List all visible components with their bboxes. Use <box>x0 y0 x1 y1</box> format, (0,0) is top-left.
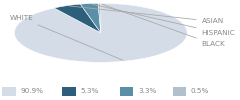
Text: WHITE: WHITE <box>10 15 123 60</box>
Text: ASIAN: ASIAN <box>70 6 224 24</box>
Text: 0.5%: 0.5% <box>191 88 209 94</box>
Text: 5.3%: 5.3% <box>80 88 99 94</box>
Text: 90.9%: 90.9% <box>20 88 43 94</box>
Wedge shape <box>54 4 101 33</box>
Bar <box>2 87 16 96</box>
Text: HISPANIC: HISPANIC <box>92 4 235 36</box>
Wedge shape <box>98 3 101 33</box>
Text: BLACK: BLACK <box>102 4 225 47</box>
Bar <box>173 87 186 96</box>
Text: 3.3%: 3.3% <box>138 88 156 94</box>
Wedge shape <box>14 3 187 62</box>
Bar <box>62 87 76 96</box>
Wedge shape <box>80 3 101 33</box>
Bar <box>120 87 133 96</box>
